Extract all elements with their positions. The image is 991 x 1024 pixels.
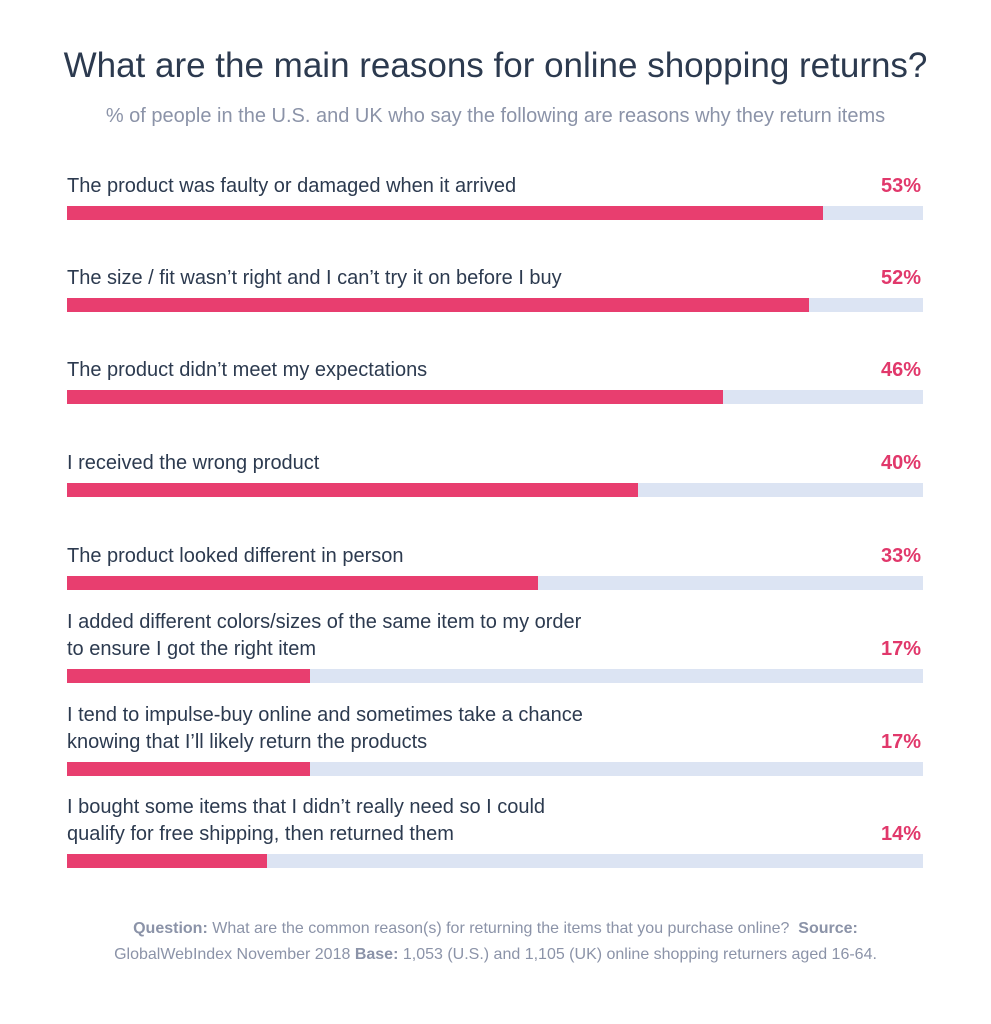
base-text: 1,053 (U.S.) and 1,105 (UK) online shopp… [398, 946, 877, 963]
chart-subtitle: % of people in the U.S. and UK who say t… [105, 105, 886, 127]
value-label: 17% [880, 731, 921, 753]
bar [67, 576, 538, 590]
category-label-line: The product didn’t meet my expectations [67, 359, 428, 381]
source-text: GlobalWebIndex November 2018 [114, 946, 351, 963]
category-label: I bought some items that I didn’t really… [67, 794, 787, 848]
category-label-line: I tend to impulse-buy online and sometim… [67, 704, 583, 726]
category-label-line: I received the wrong product [67, 452, 320, 474]
category-label-line: knowing that I’ll likely return the prod… [67, 731, 428, 753]
category-label: The product didn’t meet my expectations [67, 357, 787, 384]
bar-track [67, 762, 923, 776]
source-label: Source: [798, 920, 858, 937]
bar-track [67, 206, 923, 220]
bar [67, 206, 823, 220]
bar-track [67, 390, 923, 404]
chart-footer: Question: What are the common reason(s) … [0, 916, 991, 968]
category-label: The product looked different in person [67, 543, 787, 570]
bar [67, 390, 723, 404]
bar-chart: The product was faulty or damaged when i… [67, 0, 923, 900]
bar-track [67, 483, 923, 497]
category-label-line: The size / fit wasn’t right and I can’t … [67, 267, 562, 289]
bar [67, 762, 310, 776]
bar [67, 298, 809, 312]
category-label-line: to ensure I got the right item [67, 638, 317, 660]
category-label: I added different colors/sizes of the sa… [67, 609, 787, 663]
bar-track [67, 576, 923, 590]
category-label: The size / fit wasn’t right and I can’t … [67, 265, 787, 292]
value-label: 17% [880, 638, 921, 660]
category-label-line: qualify for free shipping, then returned… [67, 823, 454, 845]
question-label: Question: [133, 920, 208, 937]
bar [67, 483, 638, 497]
bar-track [67, 298, 923, 312]
category-label: I tend to impulse-buy online and sometim… [67, 702, 787, 756]
question-text: What are the common reason(s) for return… [207, 920, 790, 937]
value-label: 14% [880, 823, 921, 845]
value-label: 33% [880, 545, 921, 567]
value-label: 52% [880, 267, 921, 289]
category-label: The product was faulty or damaged when i… [67, 173, 787, 200]
bar [67, 669, 310, 683]
category-label-line: I bought some items that I didn’t really… [67, 796, 546, 818]
category-label-line: The product looked different in person [67, 545, 404, 567]
value-label: 53% [880, 175, 921, 197]
chart-title: What are the main reasons for online sho… [63, 46, 928, 85]
category-label-line: I added different colors/sizes of the sa… [67, 611, 582, 633]
bar-track [67, 669, 923, 683]
value-label: 40% [880, 452, 921, 474]
bar [67, 854, 267, 868]
base-label: Base: [354, 946, 399, 963]
bar-track [67, 854, 923, 868]
value-label: 46% [880, 359, 921, 381]
category-label: I received the wrong product [67, 450, 787, 477]
category-label-line: The product was faulty or damaged when i… [67, 175, 517, 197]
